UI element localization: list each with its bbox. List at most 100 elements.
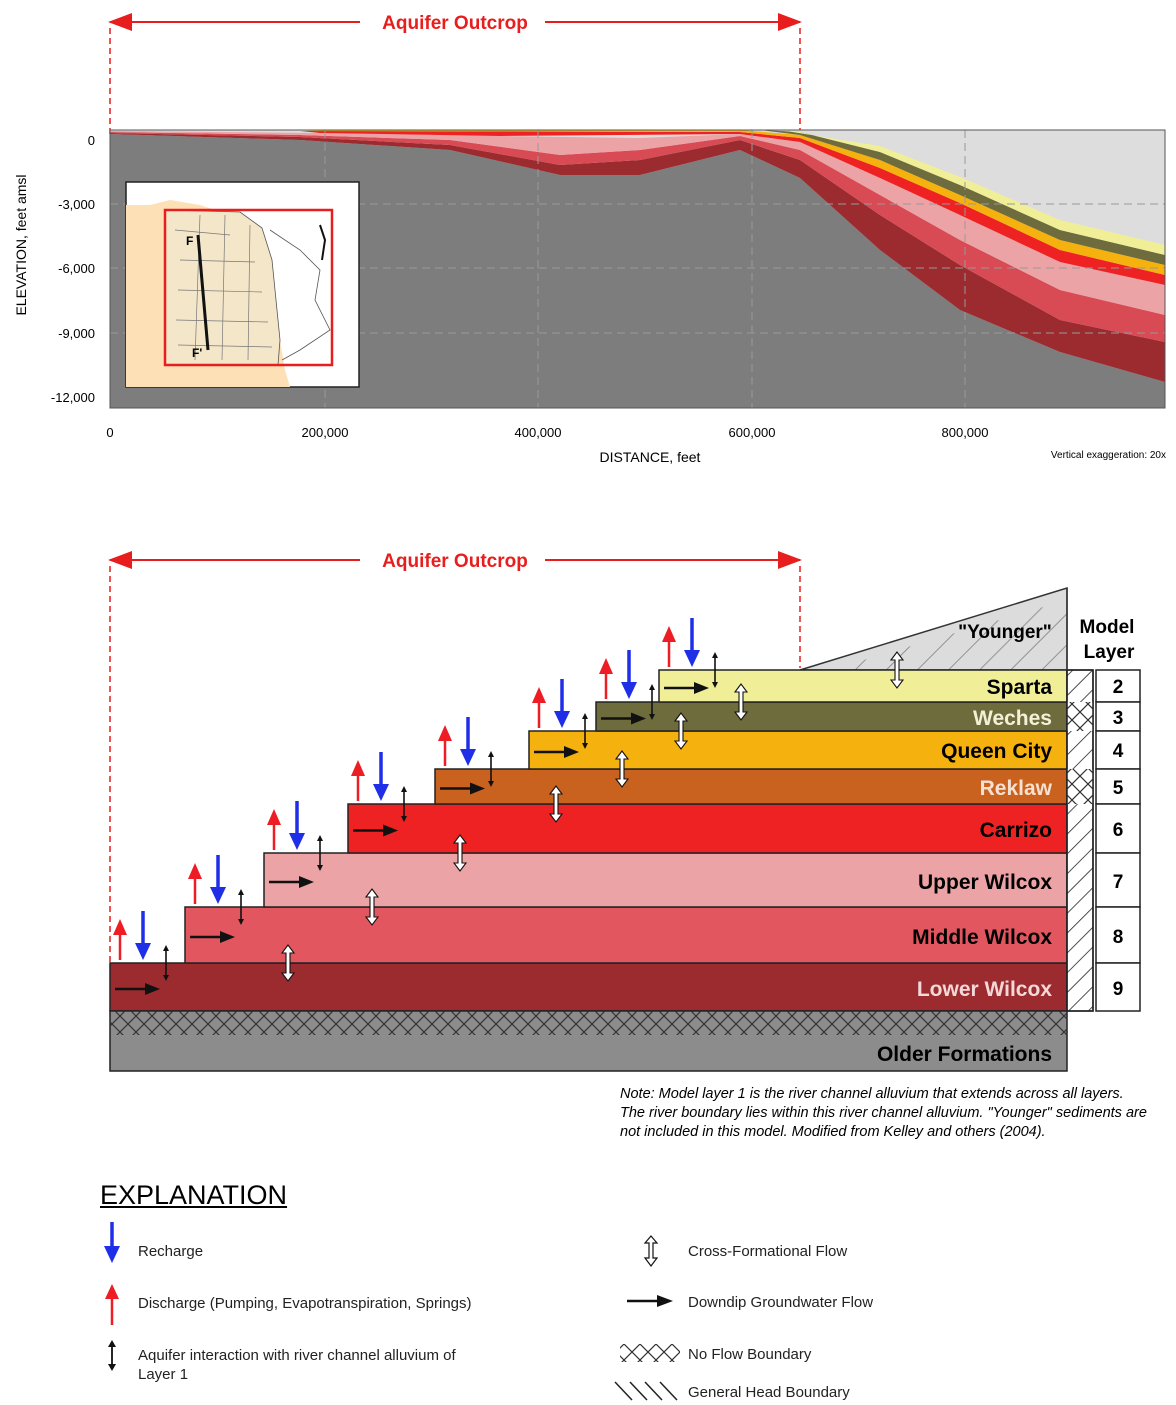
top-outcrop-arrow: Aquifer Outcrop (108, 13, 802, 138)
recharge-arrow-icon (210, 887, 226, 904)
y-tick: 0 (88, 133, 95, 148)
legend-recharge-label: Recharge (138, 1243, 204, 1260)
recharge-arrow-icon (460, 749, 476, 766)
layer-upper-wilcox (263, 852, 1068, 908)
discharge-arrow-icon (105, 1284, 119, 1325)
river-interaction-icon (649, 714, 655, 720)
river-interaction-icon (108, 1340, 116, 1371)
top-cross-section: Aquifer Outcrop (13, 13, 1166, 465)
river-interaction-icon (649, 684, 655, 690)
river-interaction-icon (401, 816, 407, 822)
model-layer-table (1095, 669, 1141, 1012)
general-head-boundary-icon (614, 1381, 678, 1401)
discharge-arrow-icon (662, 626, 676, 642)
layer-reklaw (434, 768, 1068, 805)
legend-cross-formational-label: Cross-Formational Flow (688, 1243, 848, 1260)
layer-middle-wilcox (184, 906, 1068, 964)
explanation-icons (104, 1222, 680, 1401)
top-x-axis-label: DISTANCE, feet (600, 449, 701, 465)
model-layer-header-line1: Model (1080, 617, 1135, 638)
river-interaction-icon (712, 682, 718, 688)
river-interaction-icon (712, 652, 718, 658)
downdip-flow-arrow-icon (383, 824, 398, 837)
river-interaction-icon (163, 945, 169, 951)
layer-label-lower-wilcox: Lower Wilcox (917, 978, 1052, 1001)
upper-wilcox-area (110, 131, 1165, 315)
x-tick: 400,000 (515, 425, 562, 440)
recharge-arrow-icon (104, 1222, 120, 1263)
legend-discharge-label: Discharge (Pumping, Evapotranspiration, … (138, 1295, 472, 1312)
model-layer-number: 2 (1113, 677, 1124, 698)
y-tick: -12,000 (51, 390, 95, 405)
x-tick: 800,000 (942, 425, 989, 440)
cross-formational-flow-icon (889, 651, 905, 689)
cross-formational-flow-icon (364, 888, 380, 926)
discharge-arrow-icon (267, 809, 281, 825)
x-tick: 600,000 (729, 425, 776, 440)
y-tick: -9,000 (58, 326, 95, 341)
downdip-flow-arrow-icon (470, 782, 485, 795)
discharge-arrow-icon (113, 919, 127, 935)
model-note: Note: Model layer 1 is the river channel… (620, 1086, 1147, 1140)
model-layer-number: 3 (1113, 708, 1124, 729)
inset-section-start-label: F (186, 234, 193, 248)
layer-carrizo (347, 803, 1068, 854)
river-interaction-icon (238, 919, 244, 925)
model-layer-number: 6 (1113, 820, 1124, 841)
recharge-arrow-icon (135, 943, 151, 960)
downdip-flow-arrow-icon (564, 746, 579, 758)
discharge-arrow-icon (532, 687, 546, 703)
cross-formational-flow-icon (452, 834, 468, 872)
layer-label-reklaw: Reklaw (980, 777, 1053, 800)
recharge-arrow-icon (289, 833, 305, 850)
recharge-arrow-icon (621, 682, 637, 699)
flow-symbols (113, 618, 905, 995)
model-layer-number: 4 (1113, 741, 1124, 762)
layer-sparta (658, 669, 1068, 703)
cross-formational-flow-icon (548, 785, 564, 823)
river-interaction-icon (488, 751, 494, 757)
river-interaction-icon (317, 835, 323, 841)
top-y-axis-label: ELEVATION, feet amsl (13, 174, 29, 315)
legend-river-interaction-label: Aquifer interaction with river channel a… (138, 1347, 456, 1383)
recharge-arrow-icon (554, 711, 570, 728)
cross-formational-flow-icon (614, 750, 630, 788)
top-y-ticks: 0 -3,000 -6,000 -9,000 -12,000 (51, 133, 95, 405)
model-layer-number: 7 (1113, 872, 1124, 893)
bottom-conceptual-model: Aquifer Outcrop "Younger" Older Formatio… (108, 551, 1141, 1072)
discharge-arrow-icon (599, 658, 613, 674)
top-outcrop-label: Aquifer Outcrop (382, 13, 528, 34)
recharge-arrow-icon (684, 650, 700, 667)
layer-lower-wilcox (109, 962, 1068, 1012)
model-layer-number: 5 (1113, 778, 1124, 799)
bottom-outcrop-label: Aquifer Outcrop (382, 551, 528, 572)
downdip-flow-arrow-icon (627, 1295, 673, 1307)
cross-formational-flow-icon (733, 683, 749, 721)
legend-general-head-label: General Head Boundary (688, 1384, 850, 1401)
downdip-flow-arrow-icon (299, 876, 314, 888)
river-interaction-icon (317, 865, 323, 871)
cross-formational-flow-icon (673, 712, 689, 750)
river-interaction-icon (163, 975, 169, 981)
river-interaction-icon (238, 889, 244, 895)
river-interaction-icon (582, 713, 588, 719)
layer-label-upper-wilcox: Upper Wilcox (918, 871, 1052, 894)
younger-label: "Younger" (958, 622, 1052, 643)
older-formations-label: Older Formations (877, 1043, 1052, 1066)
y-tick: -6,000 (58, 261, 95, 276)
river-interaction-icon (488, 781, 494, 787)
no-flow-boundary-icon (620, 1344, 680, 1362)
river-interaction-icon (401, 786, 407, 792)
recharge-arrow-icon (373, 784, 389, 801)
layer-label-sparta: Sparta (987, 676, 1053, 699)
x-tick: 0 (106, 425, 113, 440)
model-layer-number: 9 (1113, 979, 1124, 1000)
x-tick: 200,000 (302, 425, 349, 440)
downdip-flow-arrow-icon (220, 931, 235, 943)
river-interaction-icon (582, 743, 588, 749)
bottom-outcrop-arrow: Aquifer Outcrop (108, 551, 802, 962)
layer-label-carrizo: Carrizo (980, 819, 1052, 842)
middle-wilcox-area (110, 132, 1165, 342)
discharge-arrow-icon (188, 863, 202, 879)
